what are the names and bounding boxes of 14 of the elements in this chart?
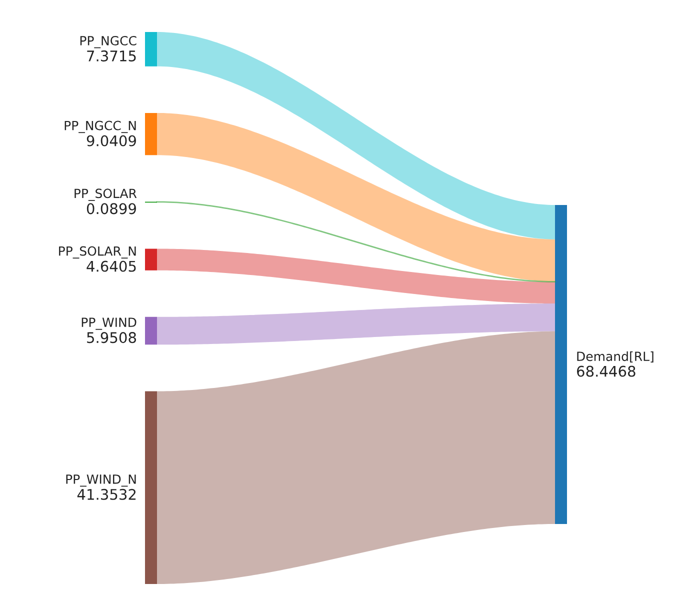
category-label: PP_WIND_N [66, 474, 136, 487]
data-label: 4.6405 [86, 260, 136, 272]
category-label: PP_SOLAR [74, 188, 137, 201]
data-label: 0.0899 [86, 203, 136, 214]
category-label: PP_SOLAR_N [59, 246, 136, 259]
data-label: 9.0409 [86, 135, 136, 146]
data-label: 41.3532 [77, 488, 136, 500]
category-label: PP_WIND [82, 318, 136, 330]
data-label: 7.3715 [87, 50, 136, 62]
data-label: 5.9508 [87, 332, 136, 344]
category-label: Demand[RL] [577, 351, 654, 363]
data-label: 68.4468 [577, 366, 636, 377]
category-label: PP_NGCC_N [64, 120, 136, 134]
category-label: PP_NGCC [80, 36, 136, 48]
